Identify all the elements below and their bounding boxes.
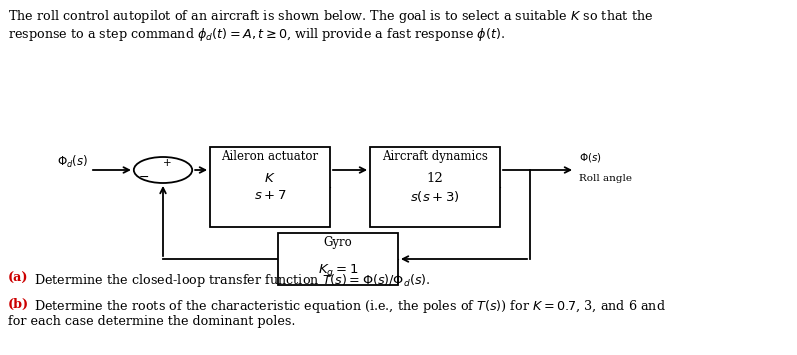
Bar — [278, 233, 398, 285]
Text: −: − — [139, 171, 149, 184]
Text: $\Phi(s)$: $\Phi(s)$ — [579, 151, 602, 164]
Text: Determine the roots of the characteristic equation (i.e., the poles of $T(s)$) f: Determine the roots of the characteristi… — [30, 298, 665, 315]
Text: $\Phi_d(s)$: $\Phi_d(s)$ — [57, 154, 88, 170]
Text: response to a step command $\phi_d(t) = A, t \geq 0$, will provide a fast respon: response to a step command $\phi_d(t) = … — [8, 26, 505, 43]
Text: Determine the closed-loop transfer function $T(s) = \Phi(s)/\Phi_d(s)$.: Determine the closed-loop transfer funct… — [30, 272, 430, 289]
Text: Roll angle: Roll angle — [579, 174, 632, 183]
Text: 12: 12 — [426, 172, 443, 185]
Text: Aileron actuator: Aileron actuator — [222, 150, 319, 163]
Text: The roll control autopilot of an aircraft is shown below. The goal is to select : The roll control autopilot of an aircraf… — [8, 8, 654, 25]
Text: (a): (a) — [8, 272, 29, 285]
Text: (b): (b) — [8, 298, 29, 311]
Text: +: + — [163, 158, 171, 168]
Text: Gyro: Gyro — [324, 236, 352, 249]
Text: for each case determine the dominant poles.: for each case determine the dominant pol… — [8, 315, 296, 328]
Text: $s(s+3)$: $s(s+3)$ — [410, 189, 460, 204]
Text: $K$: $K$ — [265, 172, 276, 185]
Bar — [370, 147, 500, 227]
Text: Aircraft dynamics: Aircraft dynamics — [382, 150, 488, 163]
Text: $K_g=1$: $K_g=1$ — [318, 262, 358, 279]
Text: $s+7$: $s+7$ — [253, 189, 286, 202]
Bar — [210, 147, 330, 227]
